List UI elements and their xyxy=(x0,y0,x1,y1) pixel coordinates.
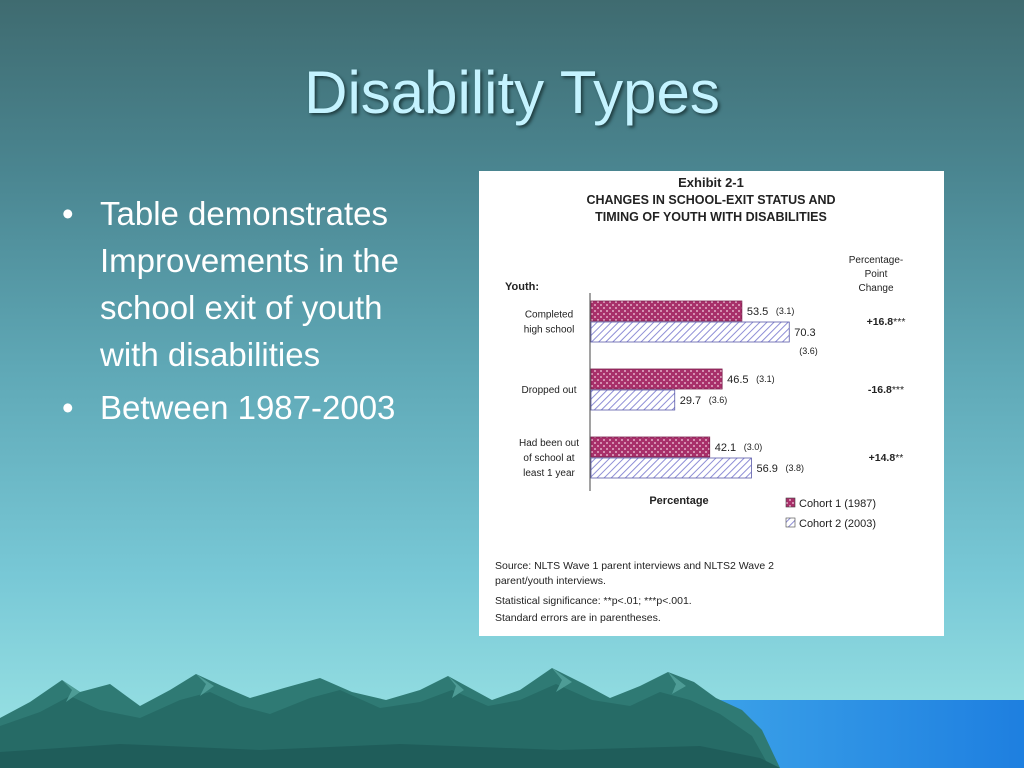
bullet-dot: • xyxy=(62,389,74,426)
bar-value-label: 70.3 xyxy=(794,327,815,339)
bar-value-label: 53.5 xyxy=(747,306,768,318)
standard-error-label: (3.1) xyxy=(756,374,775,384)
bullet-text-line: Between 1987-2003 xyxy=(100,389,396,426)
category-label: least 1 year xyxy=(523,468,575,479)
category-label: Dropped out xyxy=(521,385,576,396)
standard-error-label: (3.1) xyxy=(776,306,795,316)
bullet-list: • Table demonstrates Improvements in the… xyxy=(58,190,468,437)
legend-label-cohort-1: Cohort 1 (1987) xyxy=(799,498,876,510)
percentage-change-label: +16.8*** xyxy=(867,316,906,328)
legend-swatch-cohort-2 xyxy=(785,517,796,528)
x-axis-label: Percentage xyxy=(649,495,708,507)
note-line: Source: NLTS Wave 1 parent interviews an… xyxy=(495,560,774,572)
category-label: of school at xyxy=(523,453,574,464)
bar-cohort-1 xyxy=(590,368,723,390)
standard-error-label: (3.8) xyxy=(785,463,804,473)
y-axis-header: Youth: xyxy=(505,281,539,293)
note-line: parent/youth interviews. xyxy=(495,575,606,587)
change-header-line: Percentage- xyxy=(849,255,903,266)
percentage-change-label: -16.8*** xyxy=(868,384,904,396)
bullet-text-line: with disabilities xyxy=(100,336,321,373)
legend: Cohort 1 (1987) Cohort 2 (2003) xyxy=(785,497,876,530)
bullet-item: • Table demonstrates Improvements in the… xyxy=(58,190,468,378)
bar-value-label: 29.7 xyxy=(680,395,701,407)
bar-cohort-2 xyxy=(590,389,676,411)
bar-cohort-2 xyxy=(590,457,752,479)
bullet-text-line: school exit of youth xyxy=(100,289,383,326)
bars-layer: Completed high school 53.5 (3.1) 70.3 (3.6) +1… xyxy=(519,300,906,479)
change-header-line: Change xyxy=(858,283,893,294)
standard-error-label: (3.0) xyxy=(744,442,763,452)
bullet-dot: • xyxy=(62,195,74,232)
change-header-line: Point xyxy=(865,269,888,280)
category-label: Completed xyxy=(525,310,573,321)
exhibit-title-line: Exhibit 2-1 xyxy=(678,175,744,190)
bar-cohort-1 xyxy=(590,436,711,458)
legend-swatch-cohort-1 xyxy=(785,497,796,508)
percentage-change-label: +14.8** xyxy=(869,452,904,464)
exhibit-title-line: CHANGES IN SCHOOL-EXIT STATUS AND xyxy=(586,193,835,207)
bullet-text-line: Improvements in the xyxy=(100,242,399,279)
standard-error-label: (3.6) xyxy=(799,346,818,356)
note-line: Statistical significance: **p<.01; ***p<… xyxy=(495,595,692,607)
slide-title: Disability Types xyxy=(304,59,720,126)
exhibit-figure: Exhibit 2-1 CHANGES IN SCHOOL-EXIT STATU… xyxy=(479,171,944,636)
mountain-landscape-decoration xyxy=(0,668,1024,768)
note-line: Standard errors are in parentheses. xyxy=(495,612,661,624)
bar-cohort-1 xyxy=(590,300,743,322)
legend-label-cohort-2: Cohort 2 (2003) xyxy=(799,518,876,530)
bar-value-label: 46.5 xyxy=(727,374,748,386)
standard-error-label: (3.6) xyxy=(709,395,728,405)
exhibit-title-line: TIMING OF YOUTH WITH DISABILITIES xyxy=(595,210,827,224)
bar-value-label: 56.9 xyxy=(756,463,777,475)
bar-cohort-2 xyxy=(590,321,790,343)
category-label: high school xyxy=(524,325,575,336)
bullet-item: • Between 1987-2003 xyxy=(58,384,468,431)
category-label: Had been out xyxy=(519,438,579,449)
bar-value-label: 42.1 xyxy=(715,442,736,454)
exhibit-chart: Exhibit 2-1 CHANGES IN SCHOOL-EXIT STATU… xyxy=(495,175,906,624)
bullet-text-line: Table demonstrates xyxy=(100,195,388,232)
